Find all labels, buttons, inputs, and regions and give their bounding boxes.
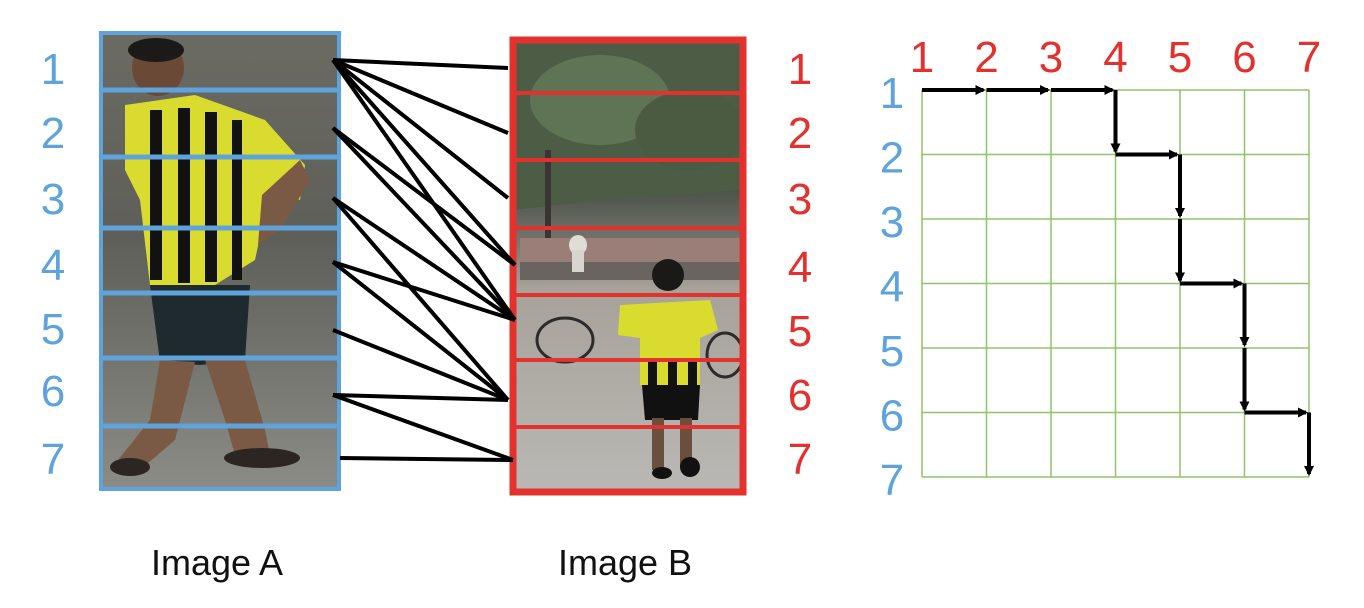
match-line [331, 196, 517, 322]
grid-row-label: 4 [880, 263, 904, 312]
grid-row-label: 7 [880, 456, 904, 505]
image-b-stripe-label: 2 [788, 109, 812, 158]
match-line [331, 260, 510, 402]
match-line [331, 126, 517, 267]
match-line [331, 196, 510, 402]
image-b-stripe-label: 6 [788, 371, 812, 420]
image-b [509, 36, 747, 496]
image-a-stripe-labels: 1 2 3 4 5 6 7 [41, 45, 65, 484]
grid-column-label: 2 [974, 33, 998, 82]
image-b-stripe-label: 4 [788, 243, 812, 292]
match-line [331, 58, 517, 267]
match-line [332, 328, 509, 402]
match-lines [331, 58, 517, 462]
image-b-caption: Image B [558, 542, 692, 583]
image-b-scene [513, 40, 745, 479]
grid-row-label: 6 [880, 392, 904, 441]
image-a-stripe-label: 5 [41, 305, 65, 354]
match-line [331, 58, 517, 322]
grid-row-label: 1 [880, 69, 904, 118]
image-b-stripe-label: 5 [788, 307, 812, 356]
image-b-stripe-label: 3 [788, 175, 812, 224]
match-line [339, 456, 514, 462]
grid-column-label: 5 [1168, 33, 1192, 82]
grid-column-label: 7 [1297, 33, 1321, 82]
image-a-stripe-label: 3 [41, 175, 65, 224]
match-line [332, 58, 509, 70]
grid-row-label: 5 [880, 327, 904, 376]
grid-column-label: 1 [910, 33, 934, 82]
image-b-stripe-label: 7 [788, 435, 812, 484]
match-line [331, 126, 517, 322]
grid-row-label: 2 [880, 134, 904, 183]
match-line [332, 58, 509, 135]
image-a-stripe-label: 4 [41, 241, 65, 290]
image-b-stripe-label: 1 [788, 45, 812, 94]
grid-column-label: 3 [1039, 33, 1063, 82]
image-a-border [99, 31, 341, 491]
image-a-caption: Image A [151, 542, 283, 583]
alignment-path [922, 85, 1314, 476]
match-line [332, 260, 516, 322]
image-b-stripe-labels: 1 2 3 4 5 6 7 [788, 45, 812, 484]
image-a [99, 31, 341, 491]
grid-column-label: 6 [1232, 33, 1256, 82]
match-line [331, 58, 510, 200]
image-b-border [509, 36, 747, 496]
grid-row-label: 3 [880, 198, 904, 247]
image-a-stripe-label: 2 [41, 109, 65, 158]
grid-column-label: 4 [1103, 33, 1127, 82]
image-a-stripe-label: 1 [41, 45, 65, 94]
grid-row-labels: 1 2 3 4 5 6 7 [880, 69, 904, 505]
image-a-stripe-label: 7 [41, 435, 65, 484]
match-line [332, 393, 509, 402]
match-line [332, 393, 514, 462]
image-a-person [110, 38, 310, 476]
image-a-stripe-label: 6 [41, 367, 65, 416]
